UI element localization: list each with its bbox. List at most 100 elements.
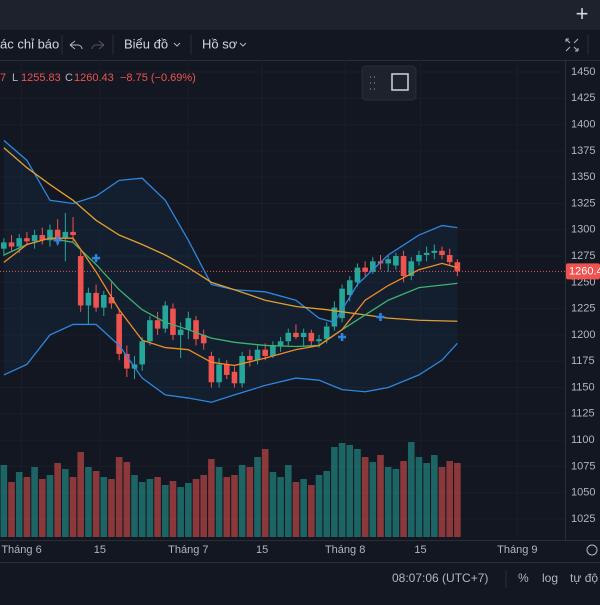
volume-bar	[223, 477, 231, 537]
legend: 7 L 1255.83 C 1260.43 −8.75 (−0.69%)	[0, 72, 196, 84]
volume-bar	[15, 472, 23, 537]
candle-body	[47, 229, 53, 241]
y-tick-label: 1400	[571, 118, 595, 130]
chart-menu[interactable]: Biểu đồ	[124, 36, 168, 51]
y-tick-label: 1350	[571, 171, 595, 183]
profile-menu[interactable]: Hồ sơ	[202, 36, 238, 51]
settings-button[interactable]	[586, 544, 598, 556]
percent-toggle[interactable]: %	[518, 571, 529, 585]
close-label: C	[65, 72, 73, 84]
candle-body	[31, 235, 38, 242]
auto-toggle[interactable]: tự độ	[570, 571, 598, 585]
volume-bar	[246, 467, 254, 537]
candle-body	[124, 353, 130, 369]
undo-button[interactable]	[69, 40, 83, 50]
volume-bar	[346, 445, 354, 537]
volume-bar	[400, 461, 407, 537]
close-value: 1260.43	[74, 72, 114, 84]
volume-bar	[277, 477, 284, 537]
candle-body	[300, 332, 307, 338]
log-toggle[interactable]: log	[542, 571, 558, 585]
y-tick-label: 1200	[571, 329, 595, 341]
volume-bar	[215, 467, 223, 537]
candle-body	[100, 294, 107, 308]
candle-body	[54, 229, 61, 239]
candle-body	[277, 341, 284, 346]
candle-body	[362, 267, 368, 272]
y-tick-label: 1100	[571, 434, 595, 446]
candle-body	[1, 242, 7, 249]
volume-bar	[185, 483, 192, 537]
status-bar: 08:07:06 (UTC+7) % log tự độ	[0, 544, 600, 588]
volume-bar	[192, 479, 200, 537]
volume-bar	[54, 463, 61, 537]
x-tick-label: Tháng 9	[497, 544, 537, 556]
add-button[interactable]: +	[576, 1, 589, 26]
indicator-line	[3, 139, 458, 324]
candle-body	[323, 326, 330, 340]
redo-button[interactable]	[91, 40, 105, 50]
candle-body	[454, 262, 461, 272]
volume-bar	[431, 455, 438, 537]
volume-bar	[338, 443, 346, 537]
candle-body	[70, 231, 76, 236]
volume-bar	[46, 475, 54, 537]
signal-marker	[92, 254, 101, 263]
volume-bar	[0, 465, 8, 537]
candle-body	[162, 305, 169, 329]
candle-body	[416, 255, 422, 262]
x-tick-label: Tháng 7	[168, 544, 208, 556]
candle-body	[62, 231, 69, 239]
candle-body	[177, 329, 184, 335]
y-tick-label: 1175	[571, 355, 595, 367]
candle-body	[254, 349, 261, 361]
candle-body	[346, 280, 353, 295]
volume-bar	[85, 467, 92, 537]
y-tick-label: 1450	[571, 66, 595, 78]
change-value: −8.75 (−0.69%)	[120, 72, 196, 84]
chevron	[173, 42, 181, 47]
low-label: L	[12, 72, 18, 84]
candle-body	[208, 355, 215, 383]
volume-bar	[300, 479, 307, 537]
fullscreen-button[interactable]	[565, 38, 579, 52]
volume-bar	[123, 462, 131, 537]
indicator-line	[3, 323, 458, 403]
x-tick-label: 15	[414, 544, 426, 556]
indicators-button[interactable]: ác chỉ báo	[0, 36, 59, 51]
candle-body	[408, 261, 415, 277]
rectangle-tool[interactable]	[391, 73, 409, 91]
volume-bar	[331, 447, 338, 537]
candle-body	[147, 320, 153, 342]
y-tick-label: 1150	[571, 381, 595, 393]
candle-body	[170, 308, 176, 335]
indicator-line	[3, 237, 458, 348]
candle-body	[16, 238, 23, 247]
volume-bar	[446, 461, 453, 537]
x-tick-label: 15	[94, 544, 106, 556]
toolbar-bg	[0, 30, 600, 60]
volume-bar	[384, 467, 392, 537]
candle-body	[193, 320, 199, 340]
volume-bar	[77, 452, 85, 537]
y-tick-label: 1425	[571, 92, 595, 104]
signal-marker	[376, 313, 385, 322]
volume-bar	[92, 471, 100, 537]
drag-handle[interactable]	[370, 76, 375, 90]
candle-body	[339, 288, 345, 319]
volume-bar	[438, 467, 446, 537]
candle-body	[24, 238, 30, 242]
x-tick-label: 15	[256, 544, 268, 556]
y-tick-label: 1275	[571, 250, 595, 262]
volume-bar	[108, 479, 115, 537]
volume-bar	[415, 457, 423, 537]
volume-bar	[269, 472, 277, 537]
volume-bar	[146, 479, 154, 537]
volume-bar	[354, 449, 361, 537]
low-value: 1255.83	[21, 72, 61, 84]
y-tick-label: 1225	[571, 303, 595, 315]
signal-marker	[53, 236, 62, 245]
candle-body	[285, 332, 292, 342]
candle-body	[423, 252, 430, 256]
